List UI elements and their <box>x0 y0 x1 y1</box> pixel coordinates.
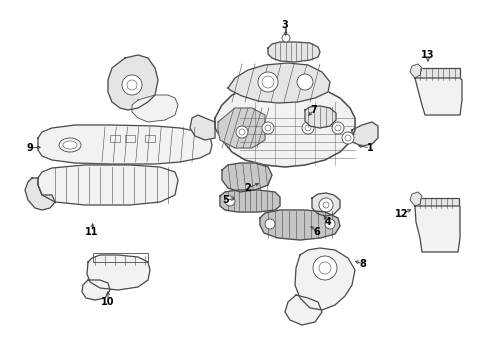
Polygon shape <box>260 210 340 240</box>
Circle shape <box>265 219 275 229</box>
Polygon shape <box>285 295 322 325</box>
Text: 3: 3 <box>282 20 289 30</box>
Bar <box>145 135 155 142</box>
Text: 12: 12 <box>395 209 409 219</box>
Text: 6: 6 <box>314 227 320 237</box>
Text: 1: 1 <box>367 143 373 153</box>
Text: 2: 2 <box>245 183 251 193</box>
Polygon shape <box>190 115 215 140</box>
Circle shape <box>262 122 274 134</box>
Polygon shape <box>132 95 178 122</box>
Circle shape <box>282 34 290 42</box>
Text: 7: 7 <box>311 105 318 115</box>
Circle shape <box>225 196 235 206</box>
Polygon shape <box>415 206 460 252</box>
Text: 9: 9 <box>26 143 33 153</box>
Circle shape <box>332 122 344 134</box>
Circle shape <box>325 219 335 229</box>
Text: 5: 5 <box>222 195 229 205</box>
Polygon shape <box>38 165 178 205</box>
Circle shape <box>122 75 142 95</box>
Polygon shape <box>108 55 158 110</box>
Polygon shape <box>410 192 422 206</box>
Ellipse shape <box>63 141 77 149</box>
Polygon shape <box>295 248 355 310</box>
Text: 4: 4 <box>325 217 331 227</box>
Polygon shape <box>312 193 340 216</box>
Text: 10: 10 <box>101 297 115 307</box>
Polygon shape <box>82 280 110 300</box>
Circle shape <box>319 198 333 212</box>
Polygon shape <box>218 108 265 148</box>
Bar <box>110 135 120 142</box>
Circle shape <box>236 126 248 138</box>
Text: 11: 11 <box>85 227 99 237</box>
Bar <box>415 198 459 208</box>
Text: 8: 8 <box>360 259 367 269</box>
Bar <box>415 68 460 80</box>
Polygon shape <box>352 122 378 146</box>
Polygon shape <box>415 78 462 115</box>
Polygon shape <box>220 190 280 212</box>
Polygon shape <box>222 163 272 192</box>
Polygon shape <box>38 125 212 164</box>
Polygon shape <box>87 255 150 290</box>
Circle shape <box>302 122 314 134</box>
Polygon shape <box>305 106 336 128</box>
Circle shape <box>342 132 354 144</box>
Circle shape <box>313 256 337 280</box>
Bar <box>125 135 135 142</box>
Circle shape <box>258 72 278 92</box>
Polygon shape <box>228 63 330 103</box>
Polygon shape <box>268 42 320 62</box>
Circle shape <box>297 74 313 90</box>
Polygon shape <box>215 84 355 167</box>
Polygon shape <box>25 178 55 210</box>
Polygon shape <box>410 64 422 78</box>
Text: 13: 13 <box>421 50 435 60</box>
Bar <box>93 253 148 262</box>
